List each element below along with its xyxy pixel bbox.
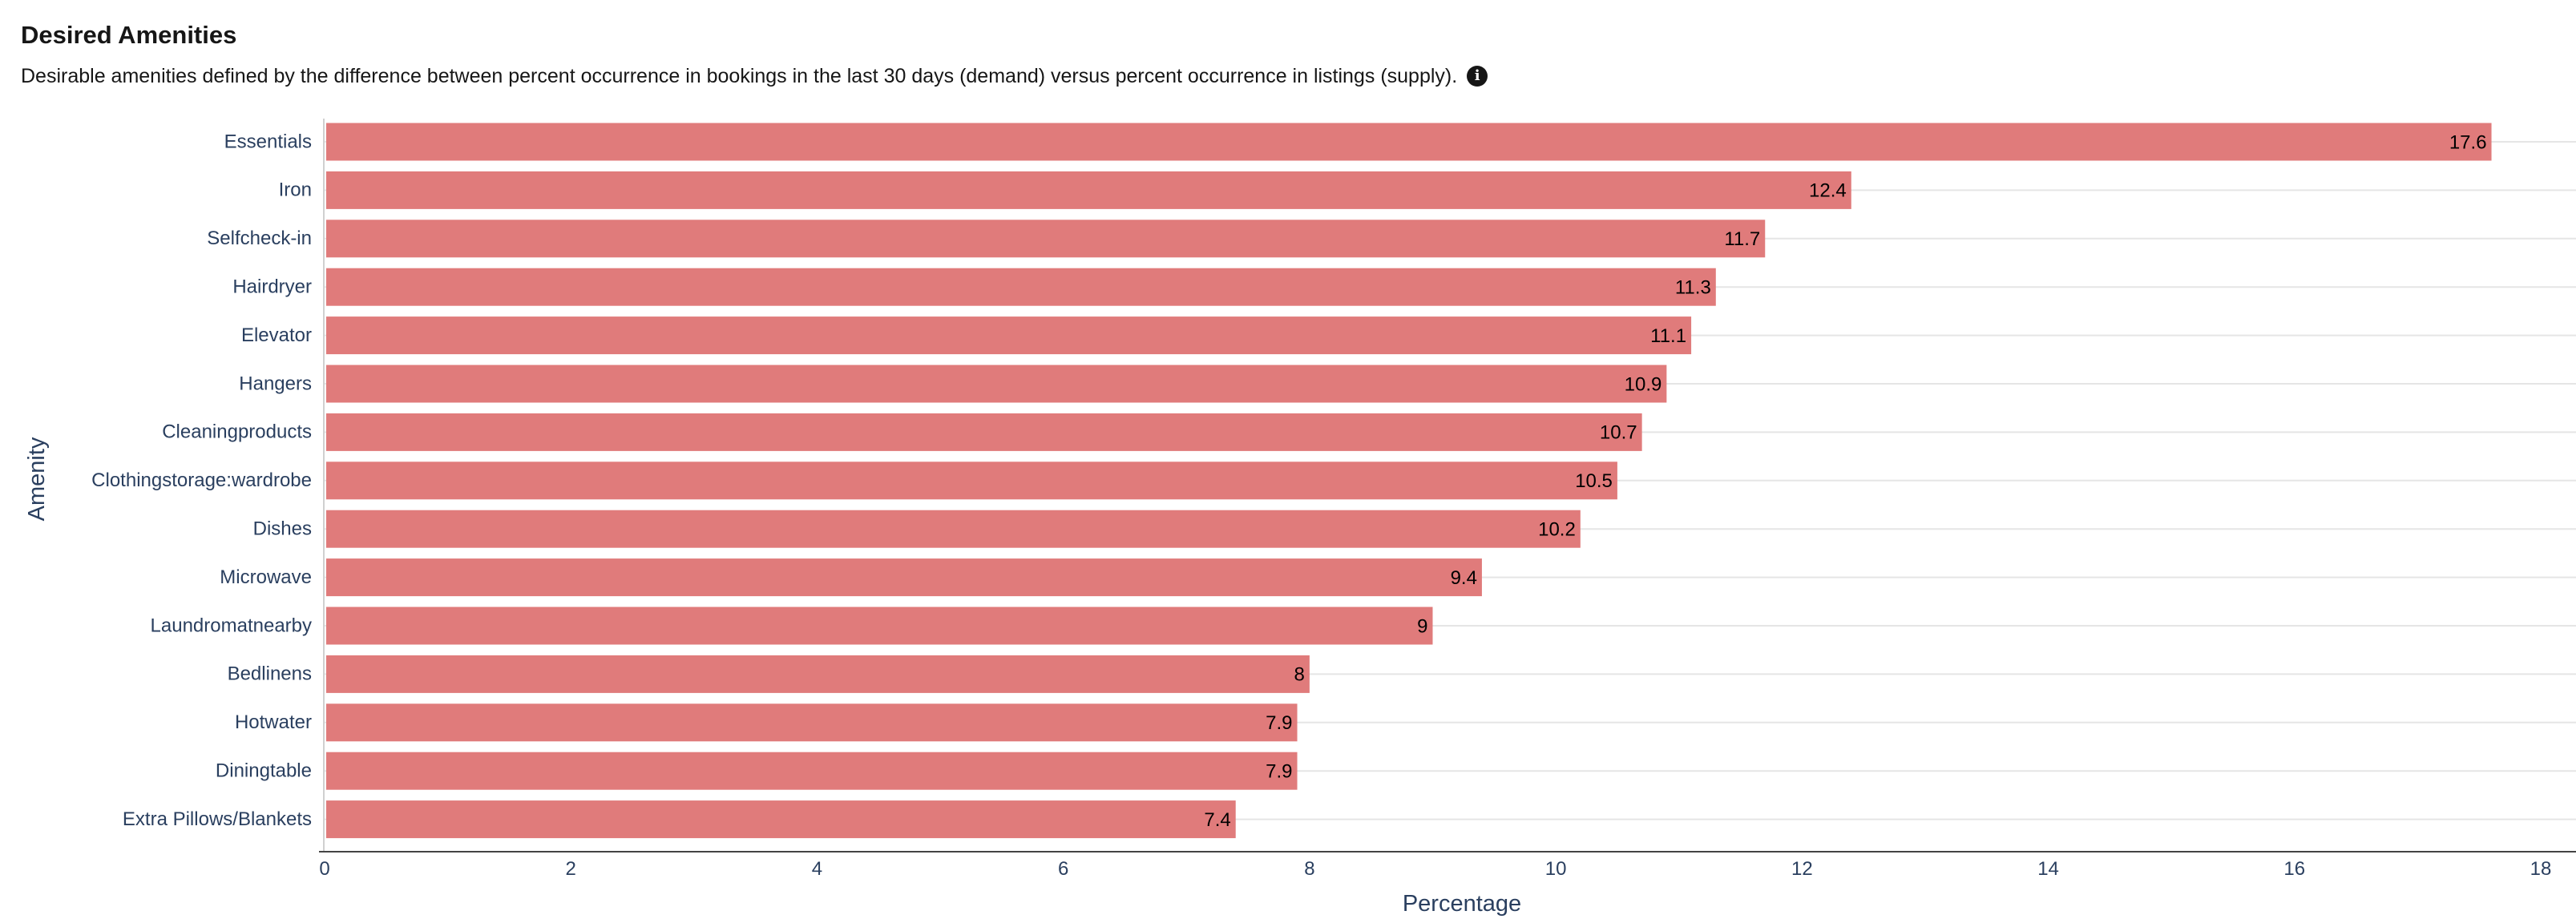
x-tick-label: 16 xyxy=(2283,858,2305,880)
info-icon[interactable]: i xyxy=(1467,66,1488,87)
bar-value-label: 10.9 xyxy=(1625,373,1662,395)
category-label: Hotwater xyxy=(235,711,312,733)
axes xyxy=(319,119,2576,852)
bar-iron xyxy=(326,171,1851,209)
bars: 17.6 12.4 11.7 11.3 11.1 10.9 10.7 10.5 10.2 9.4 9… xyxy=(326,123,2492,839)
bar-dishes xyxy=(326,510,1581,548)
bar-value-label: 11.7 xyxy=(1724,228,1760,250)
bar-value-label: 17.6 xyxy=(2449,131,2487,153)
category-label: Cleaningproducts xyxy=(162,421,312,443)
category-label: Dishes xyxy=(253,518,312,540)
category-label: Hairdryer xyxy=(232,276,312,298)
subtitle-row: Desirable amenities defined by the diffe… xyxy=(21,62,2546,90)
bar-laundromatnearby xyxy=(326,607,1433,645)
x-tick-label: 14 xyxy=(2037,858,2059,880)
bar-hairdryer xyxy=(326,268,1716,306)
x-tick-label: 10 xyxy=(1545,858,1567,880)
y-axis-title: Amenity xyxy=(24,437,50,521)
chart-title: Desired Amenities xyxy=(21,21,237,49)
x-tick-label: 12 xyxy=(1791,858,1813,880)
bar-value-label: 7.4 xyxy=(1204,809,1230,831)
bar-microwave xyxy=(326,558,1482,597)
bar-value-label: 11.3 xyxy=(1675,277,1711,299)
chart-subtitle: Desirable amenities defined by the diffe… xyxy=(21,65,1458,87)
bar-hangers xyxy=(326,365,1667,403)
category-label: Extra Pillows/Blankets xyxy=(123,808,312,830)
bar-diningtable xyxy=(326,752,1298,790)
x-axis-title: Percentage xyxy=(1403,891,1521,917)
bar-extra-pillows-blankets xyxy=(326,800,1236,839)
bar-value-label: 10.5 xyxy=(1575,470,1613,492)
bar-value-label: 9.4 xyxy=(1451,567,1477,589)
category-label: Clothingstorage:wardrobe xyxy=(91,470,312,491)
bar-elevator xyxy=(326,316,1692,355)
x-tick-label: 0 xyxy=(319,858,329,880)
bar-hotwater xyxy=(326,703,1298,742)
bar-value-label: 9 xyxy=(1417,615,1427,637)
bar-value-label: 11.1 xyxy=(1650,325,1686,347)
x-tick-label: 18 xyxy=(2530,858,2552,880)
bar-essentials xyxy=(326,123,2492,161)
category-label: Iron xyxy=(279,179,312,201)
category-label: Diningtable xyxy=(216,760,312,782)
category-label: Selfcheck-in xyxy=(207,228,312,249)
x-tick-label: 8 xyxy=(1304,858,1314,880)
category-label: Elevator xyxy=(241,324,312,346)
bar-clothingstorage-wardrobe xyxy=(326,462,1617,500)
bar-value-label: 7.9 xyxy=(1266,761,1292,783)
category-label: Essentials xyxy=(224,131,312,152)
category-label: Bedlinens xyxy=(228,663,312,685)
x-tick-label: 6 xyxy=(1058,858,1068,880)
category-label: Microwave xyxy=(220,566,312,588)
bar-bedlinens xyxy=(326,655,1310,693)
bar-value-label: 7.9 xyxy=(1266,712,1292,734)
category-label: Laundromatnearby xyxy=(151,615,312,636)
bar-value-label: 10.2 xyxy=(1538,519,1576,541)
bar-cleaningproducts xyxy=(326,413,1642,451)
x-tick-labels: 0 2 4 6 8 10 12 14 16 18 xyxy=(319,858,2551,880)
x-tick-label: 2 xyxy=(566,858,576,880)
bar-value-label: 12.4 xyxy=(1809,180,1847,202)
bar-value-label: 10.7 xyxy=(1600,422,1637,444)
chart-header: Desired Amenities Desirable amenities de… xyxy=(21,18,2546,90)
category-label: Hangers xyxy=(239,373,312,394)
bar-selfcheck-in xyxy=(326,220,1766,258)
x-tick-label: 4 xyxy=(812,858,822,880)
category-labels: Essentials Iron Selfcheck-in Hairdryer Eleva… xyxy=(91,131,312,830)
bar-value-label: 8 xyxy=(1294,664,1305,686)
